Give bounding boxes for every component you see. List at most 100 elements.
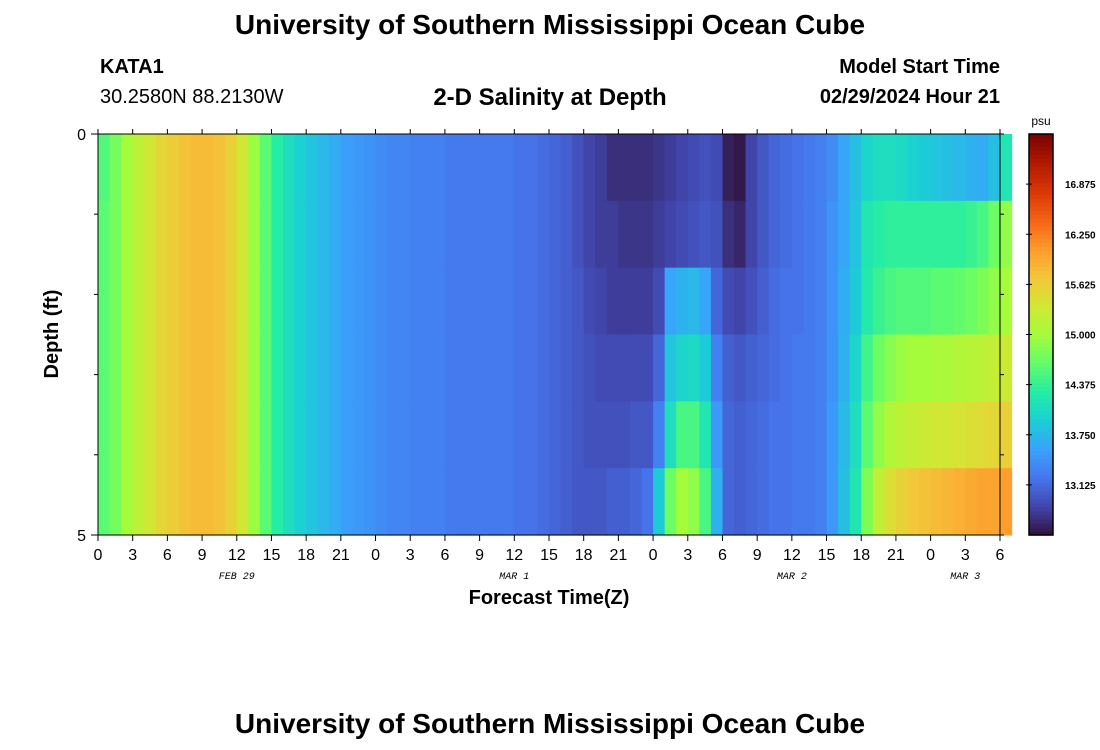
model-start-label: Model Start Time (839, 56, 1000, 78)
heatmap-cell (1000, 334, 1013, 402)
heatmap-cell (167, 134, 180, 202)
heatmap-cell (676, 334, 689, 402)
heatmap-cell (919, 200, 932, 269)
colorbar-segment (1029, 166, 1053, 171)
heatmap-cell (121, 267, 134, 336)
heatmap-cell (930, 401, 943, 469)
heatmap-cell (803, 334, 816, 402)
heatmap-cell (491, 468, 504, 536)
heatmap-cell (699, 468, 712, 536)
heatmap-cell (236, 334, 249, 402)
heatmap-cell (699, 134, 712, 202)
heatmap-cell (537, 401, 550, 469)
heatmap-cell (676, 401, 689, 469)
heatmap-cell (352, 267, 365, 336)
heatmap-cell (421, 468, 434, 536)
heatmap-cell (236, 401, 249, 469)
heatmap-cell (468, 134, 481, 202)
heatmap-cell (387, 334, 400, 402)
heatmap-cell (745, 267, 758, 336)
heatmap-cell (178, 468, 192, 536)
heatmap-cell (294, 134, 307, 202)
heatmap-cell (710, 134, 724, 202)
heatmap-cell (190, 401, 203, 469)
heatmap-cell (895, 267, 909, 336)
heatmap-cell (572, 267, 585, 336)
heatmap-cell (155, 334, 168, 402)
colorbar-segment (1029, 162, 1053, 167)
heatmap-cell (456, 200, 469, 269)
heatmap-cell (132, 468, 145, 536)
station-coordinates: 30.2580N 88.2130W (100, 86, 284, 108)
colorbar-segment (1029, 346, 1053, 352)
heatmap-cell (109, 468, 122, 536)
heatmap-cell (271, 334, 284, 402)
heatmap-cell (387, 200, 400, 269)
heatmap-cell (757, 267, 770, 336)
heatmap-cell (468, 401, 481, 469)
heatmap-cell (167, 334, 180, 402)
heatmap-cell (155, 401, 168, 469)
heatmap-cell (884, 401, 897, 469)
heatmap-cell (271, 134, 284, 202)
heatmap-cell (895, 334, 909, 402)
colorbar-segment (1029, 210, 1053, 215)
heatmap-cell (155, 134, 168, 202)
heatmap-cell (225, 401, 238, 469)
day-label: MAR 2 (777, 572, 807, 583)
heatmap-cell (549, 468, 562, 536)
x-tick-label: 6 (996, 547, 1005, 564)
heatmap-cell (329, 468, 342, 536)
heatmap-cell (329, 401, 342, 469)
heatmap-cell (202, 134, 215, 202)
heatmap-cell (849, 401, 862, 469)
colorbar-segment (1029, 430, 1053, 436)
heatmap-cell (340, 267, 354, 336)
heatmap-cell (352, 200, 365, 269)
colorbar-segment (1029, 142, 1053, 147)
x-tick-label: 0 (94, 547, 103, 564)
heatmap-cell (479, 468, 492, 536)
page-title: University of Southern Mississippi Ocean… (234, 9, 866, 40)
heatmap-cell (826, 200, 839, 269)
heatmap-cell (872, 200, 885, 269)
heatmap-cell (525, 134, 539, 202)
heatmap-cell (814, 267, 828, 336)
heatmap-cell (606, 267, 619, 336)
heatmap-cell (525, 334, 539, 402)
heatmap-cell (271, 267, 284, 336)
heatmap-cell (202, 334, 215, 402)
heatmap-cell (618, 334, 631, 402)
x-tick-label: 6 (718, 547, 727, 564)
heatmap-cell (872, 468, 885, 536)
heatmap-cell (479, 334, 492, 402)
heatmap-cell (745, 468, 758, 536)
heatmap-cell (629, 200, 643, 269)
heatmap-cell (271, 200, 284, 269)
x-tick-label: 18 (297, 547, 315, 564)
heatmap-cell (549, 401, 562, 469)
heatmap-cell (606, 468, 619, 536)
heatmap-cell (144, 468, 157, 536)
x-tick-label: 0 (649, 547, 658, 564)
heatmap-cell (687, 401, 700, 469)
heatmap-cell (98, 401, 111, 469)
heatmap-cell (329, 334, 342, 402)
heatmap-cell (988, 267, 1001, 336)
heatmap-cell (144, 200, 157, 269)
heatmap-cell (271, 468, 284, 536)
heatmap-cell (283, 334, 296, 402)
model-start-value: 02/29/2024 Hour 21 (819, 86, 1000, 108)
heatmap-cell (525, 401, 539, 469)
heatmap-cell (398, 200, 411, 269)
heatmap-cell (618, 200, 631, 269)
heatmap-cell (595, 267, 608, 336)
heatmap-cell (329, 200, 342, 269)
x-tick-label: 3 (128, 547, 137, 564)
heatmap-cell (803, 200, 816, 269)
colorbar-segment (1029, 218, 1053, 223)
heatmap-cell (121, 134, 134, 202)
heatmap-cell (502, 134, 515, 202)
heatmap-cell (514, 134, 527, 202)
heatmap-cell (780, 267, 793, 336)
